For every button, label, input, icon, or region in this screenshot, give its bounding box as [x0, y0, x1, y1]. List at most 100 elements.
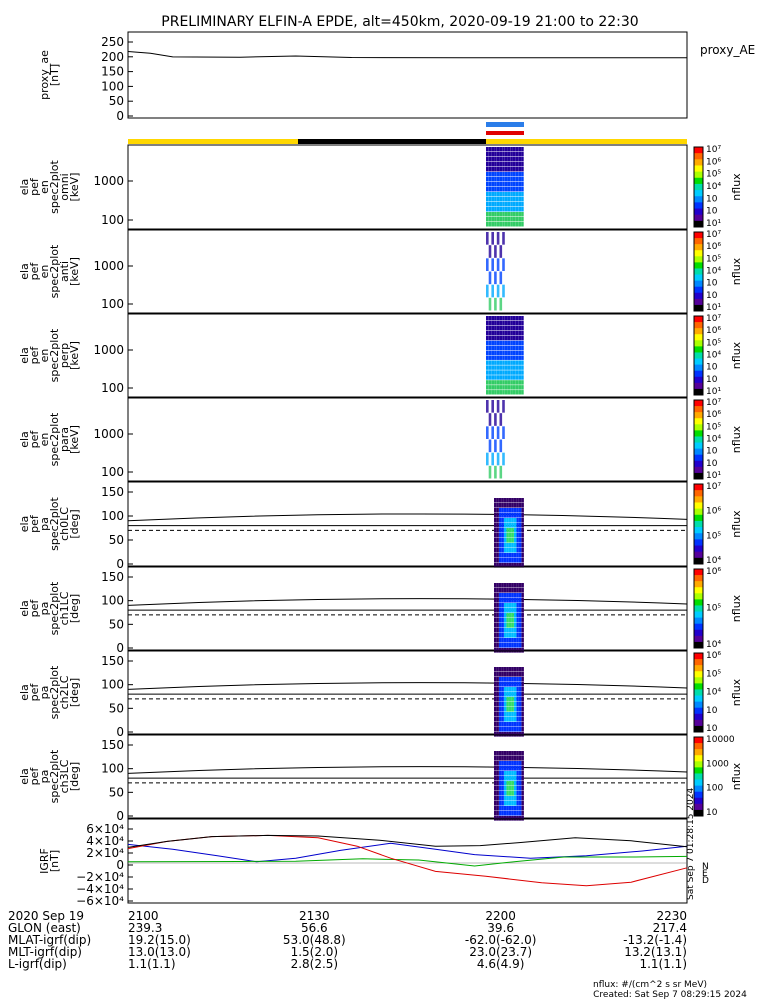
pitch-cell [502, 553, 504, 558]
pitch-cell [507, 727, 509, 732]
spectrogram-cell [502, 375, 505, 379]
pitch-cell [502, 598, 504, 603]
spectrogram-cell [513, 182, 516, 187]
spectrogram-cell [494, 336, 497, 340]
spectrogram-cell [500, 245, 503, 258]
pitch-cell [507, 603, 509, 608]
spectrogram-cell [491, 217, 494, 222]
spectrogram-cell [518, 385, 521, 389]
pitch-cell [509, 697, 511, 702]
spectrogram-cell [497, 360, 500, 364]
spectrogram-cell [505, 207, 508, 212]
ylabel-line: [deg] [68, 678, 81, 707]
spectrogram-cell [489, 413, 492, 426]
spectrogram-cell [497, 321, 500, 325]
loss-cone-curve [128, 514, 687, 521]
pitch-data [494, 583, 524, 653]
pitch-cell [514, 712, 516, 717]
pitch-cell [502, 533, 504, 538]
spectrogram-cell [516, 167, 519, 172]
pitch-cell [514, 633, 516, 638]
spectrogram-cell [486, 232, 489, 245]
spectrogram-cell [502, 197, 505, 202]
pitch-cell [502, 518, 504, 523]
spectrogram-cell [489, 346, 492, 350]
colorbar-step [694, 533, 703, 540]
spectrogram-cell [502, 341, 505, 345]
colorbar-ch0: 10⁷10⁶10⁵10⁴nflux [694, 482, 743, 566]
pitch-cell [497, 702, 499, 707]
spectrogram-cell [497, 285, 500, 298]
pitch-cell [507, 648, 509, 653]
ylabel-line: [deg] [68, 509, 81, 538]
spectrogram-cell [521, 341, 524, 345]
pitch-cell [517, 717, 519, 722]
spectrogram-cell [508, 197, 511, 202]
spectrogram-cell [513, 192, 516, 197]
ytick-label: 100 [101, 509, 124, 523]
spectrogram-cell [513, 207, 516, 212]
pitch-cell [497, 811, 499, 816]
ytick-label: 100 [101, 678, 124, 692]
pitch-cell [504, 638, 506, 643]
panel-frame [128, 145, 687, 229]
spectrogram-cell [494, 197, 497, 202]
pitch-cell [519, 598, 521, 603]
spectrogram-cell [500, 172, 503, 177]
colorbar-tick: 10⁷ [706, 230, 721, 240]
spectrogram-cell [505, 321, 508, 325]
colorbar-step [694, 552, 703, 559]
ytick-label: 50 [109, 617, 124, 631]
spectrogram-cell [518, 365, 521, 369]
pitch-cell [502, 648, 504, 653]
spectrogram-cell [505, 356, 508, 360]
pitch-cell [519, 553, 521, 558]
pitch-cell [512, 697, 514, 702]
spectrogram-cell [521, 321, 524, 325]
spectrogram-cell [505, 351, 508, 355]
spectrogram-cell [489, 341, 492, 345]
spectrogram-cell [486, 351, 489, 355]
pitch-cell [512, 687, 514, 692]
pitch-cell [504, 598, 506, 603]
spectrogram-cell [502, 370, 505, 374]
spectrogram-cell [489, 365, 492, 369]
spectrogram-cell [494, 365, 497, 369]
spectrogram-cell [513, 370, 516, 374]
pitch-cell [499, 548, 501, 553]
spectrogram-cell [491, 385, 494, 389]
pitch-cell [507, 643, 509, 648]
pitch-cell [507, 538, 509, 543]
pitch-cell [514, 548, 516, 553]
spectrogram-cell [505, 167, 508, 172]
pitch-cell [502, 816, 504, 821]
pitch-cell [507, 588, 509, 593]
pitch-cell [494, 523, 496, 528]
pitch-cell [502, 528, 504, 533]
spectrogram-cell [521, 331, 524, 335]
spectrogram-cell [491, 426, 494, 439]
ytick-label: 150 [101, 738, 124, 752]
pitch-cell [509, 543, 511, 548]
pitch-cell [499, 786, 501, 791]
spectrogram-cell [494, 321, 497, 325]
colorbar-label: nflux [730, 510, 743, 538]
panel-frame [128, 32, 687, 118]
spectrogram-cell [502, 346, 505, 350]
spectrogram-cell [516, 341, 519, 345]
pitch-cell [522, 503, 524, 508]
pitch-cell [522, 648, 524, 653]
spectrogram-cell [486, 192, 489, 197]
pitch-cell [519, 756, 521, 761]
pitch-cell [517, 727, 519, 732]
pitch-cell [519, 796, 521, 801]
spectrogram-cell [497, 222, 500, 227]
ylabel-en_anti: elapefenspec2plotanti[keV] [18, 244, 81, 298]
pitch-cell [522, 593, 524, 598]
loss-cone-curve [128, 683, 687, 690]
spectrogram-cell [497, 453, 500, 466]
colorbar-label: nflux [730, 678, 743, 706]
pitch-cell [497, 633, 499, 638]
pitch-cell [519, 702, 521, 707]
pitch-cell [504, 633, 506, 638]
